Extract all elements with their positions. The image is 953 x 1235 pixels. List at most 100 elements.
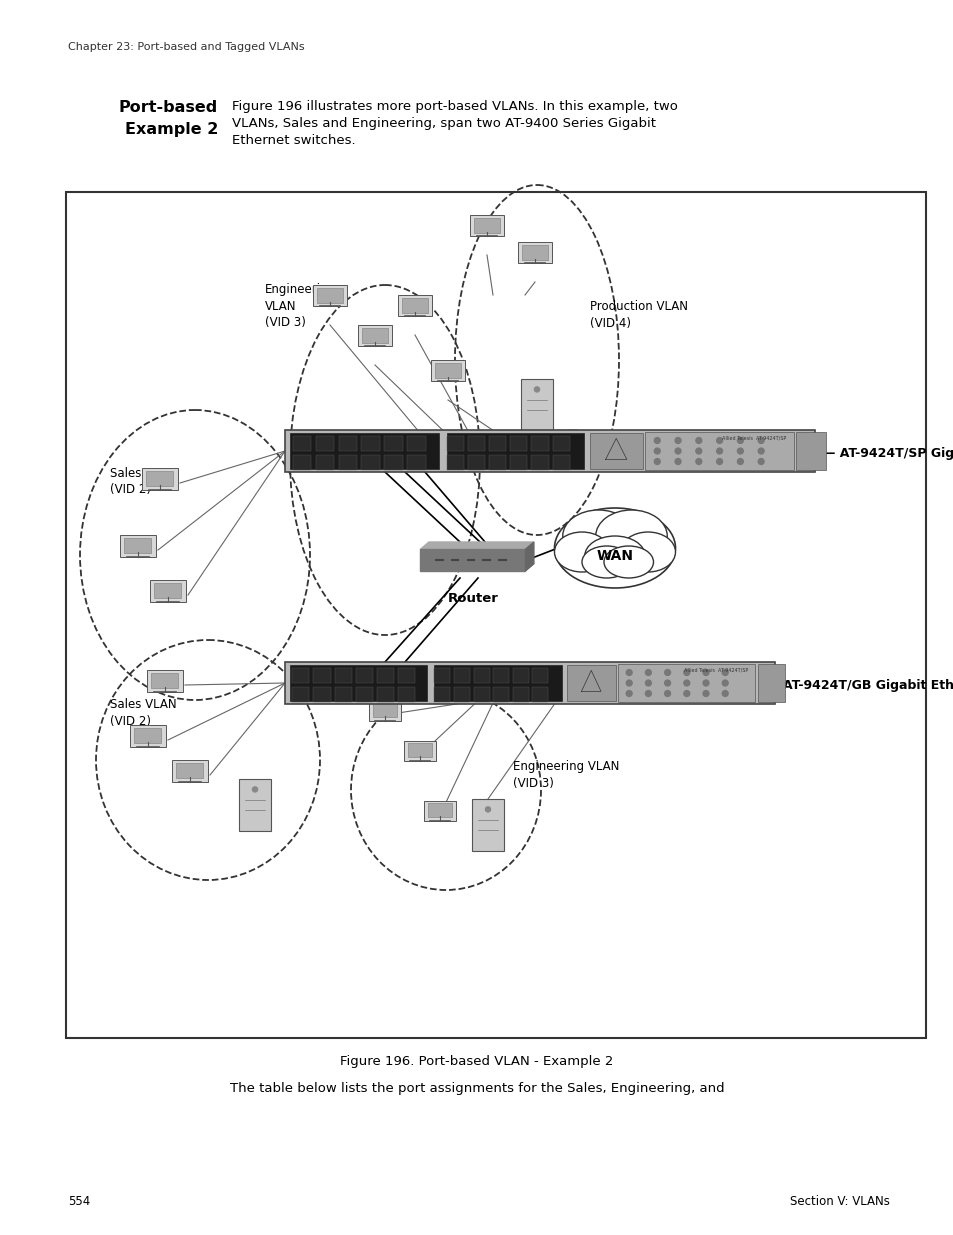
FancyBboxPatch shape (176, 763, 203, 778)
Circle shape (683, 680, 689, 685)
Polygon shape (420, 563, 534, 571)
FancyBboxPatch shape (369, 701, 401, 720)
FancyBboxPatch shape (618, 664, 755, 701)
Circle shape (654, 458, 659, 464)
FancyBboxPatch shape (125, 537, 152, 553)
FancyBboxPatch shape (467, 436, 484, 451)
Circle shape (675, 448, 680, 454)
FancyBboxPatch shape (493, 687, 509, 701)
Text: Router: Router (447, 592, 497, 605)
FancyBboxPatch shape (338, 456, 356, 469)
FancyBboxPatch shape (362, 329, 388, 342)
Text: Engineering VLAN
(VID 3): Engineering VLAN (VID 3) (513, 760, 618, 789)
FancyBboxPatch shape (397, 687, 415, 701)
Ellipse shape (554, 532, 609, 572)
FancyBboxPatch shape (446, 433, 584, 468)
FancyBboxPatch shape (489, 436, 506, 451)
Circle shape (716, 437, 721, 443)
Text: VLANs, Sales and Engineering, span two AT-9400 Series Gigabit: VLANs, Sales and Engineering, span two A… (232, 117, 656, 130)
Polygon shape (420, 550, 525, 571)
FancyBboxPatch shape (446, 436, 463, 451)
FancyBboxPatch shape (66, 191, 925, 1037)
FancyBboxPatch shape (423, 802, 456, 820)
FancyBboxPatch shape (239, 779, 271, 831)
FancyBboxPatch shape (293, 436, 312, 451)
FancyBboxPatch shape (147, 471, 173, 485)
Circle shape (721, 680, 727, 685)
Circle shape (695, 437, 701, 443)
FancyBboxPatch shape (470, 215, 503, 236)
Text: Figure 196 illustrates more port-based VLANs. In this example, two: Figure 196 illustrates more port-based V… (232, 100, 678, 112)
Text: WAN: WAN (596, 550, 633, 563)
Circle shape (654, 437, 659, 443)
FancyBboxPatch shape (521, 245, 547, 259)
FancyBboxPatch shape (473, 687, 489, 701)
Circle shape (534, 387, 539, 391)
FancyBboxPatch shape (285, 430, 814, 472)
Text: Production VLAN
(VID 4): Production VLAN (VID 4) (589, 300, 687, 330)
FancyBboxPatch shape (566, 666, 615, 700)
FancyBboxPatch shape (520, 379, 553, 431)
FancyBboxPatch shape (172, 760, 208, 782)
Circle shape (654, 448, 659, 454)
FancyBboxPatch shape (338, 436, 356, 451)
Circle shape (702, 669, 708, 676)
Circle shape (645, 680, 651, 685)
Ellipse shape (554, 508, 675, 588)
FancyBboxPatch shape (532, 668, 548, 683)
FancyBboxPatch shape (384, 456, 402, 469)
FancyBboxPatch shape (454, 668, 470, 683)
FancyBboxPatch shape (407, 456, 425, 469)
Circle shape (625, 669, 632, 676)
FancyBboxPatch shape (493, 668, 509, 683)
Circle shape (695, 448, 701, 454)
FancyBboxPatch shape (446, 456, 463, 469)
FancyBboxPatch shape (472, 799, 503, 851)
FancyBboxPatch shape (315, 456, 334, 469)
FancyBboxPatch shape (292, 687, 309, 701)
Circle shape (716, 458, 721, 464)
FancyBboxPatch shape (589, 433, 642, 468)
Circle shape (485, 806, 490, 811)
FancyBboxPatch shape (552, 436, 569, 451)
FancyBboxPatch shape (473, 668, 489, 683)
FancyBboxPatch shape (757, 664, 784, 701)
Circle shape (664, 669, 670, 676)
Text: 554: 554 (68, 1195, 91, 1208)
FancyBboxPatch shape (402, 298, 427, 312)
FancyBboxPatch shape (454, 687, 470, 701)
Circle shape (695, 458, 701, 464)
FancyBboxPatch shape (316, 288, 342, 303)
Text: Ethernet switches.: Ethernet switches. (232, 135, 355, 147)
FancyBboxPatch shape (434, 666, 561, 700)
Circle shape (675, 458, 680, 464)
Text: The table below lists the port assignments for the Sales, Engineering, and: The table below lists the port assignmen… (230, 1082, 723, 1095)
FancyBboxPatch shape (474, 217, 499, 232)
Circle shape (664, 690, 670, 697)
FancyBboxPatch shape (355, 668, 373, 683)
Text: Port-based: Port-based (118, 100, 218, 115)
FancyBboxPatch shape (427, 804, 452, 818)
Text: Sales VLAN
(VID 2): Sales VLAN (VID 2) (110, 467, 176, 496)
FancyBboxPatch shape (147, 671, 183, 692)
FancyBboxPatch shape (397, 668, 415, 683)
FancyBboxPatch shape (154, 583, 181, 598)
FancyBboxPatch shape (403, 741, 436, 761)
FancyBboxPatch shape (373, 704, 396, 718)
Circle shape (664, 680, 670, 685)
FancyBboxPatch shape (285, 662, 774, 704)
FancyBboxPatch shape (513, 687, 528, 701)
Text: Allied Telesis  AT-9424T/SP: Allied Telesis AT-9424T/SP (683, 667, 748, 672)
FancyBboxPatch shape (796, 432, 824, 469)
Ellipse shape (603, 546, 653, 578)
Circle shape (758, 448, 763, 454)
Ellipse shape (581, 546, 631, 578)
Ellipse shape (562, 510, 634, 562)
Circle shape (702, 680, 708, 685)
Circle shape (737, 458, 742, 464)
FancyBboxPatch shape (315, 436, 334, 451)
Circle shape (625, 690, 632, 697)
FancyBboxPatch shape (120, 535, 156, 557)
FancyBboxPatch shape (434, 687, 450, 701)
FancyBboxPatch shape (408, 743, 432, 757)
